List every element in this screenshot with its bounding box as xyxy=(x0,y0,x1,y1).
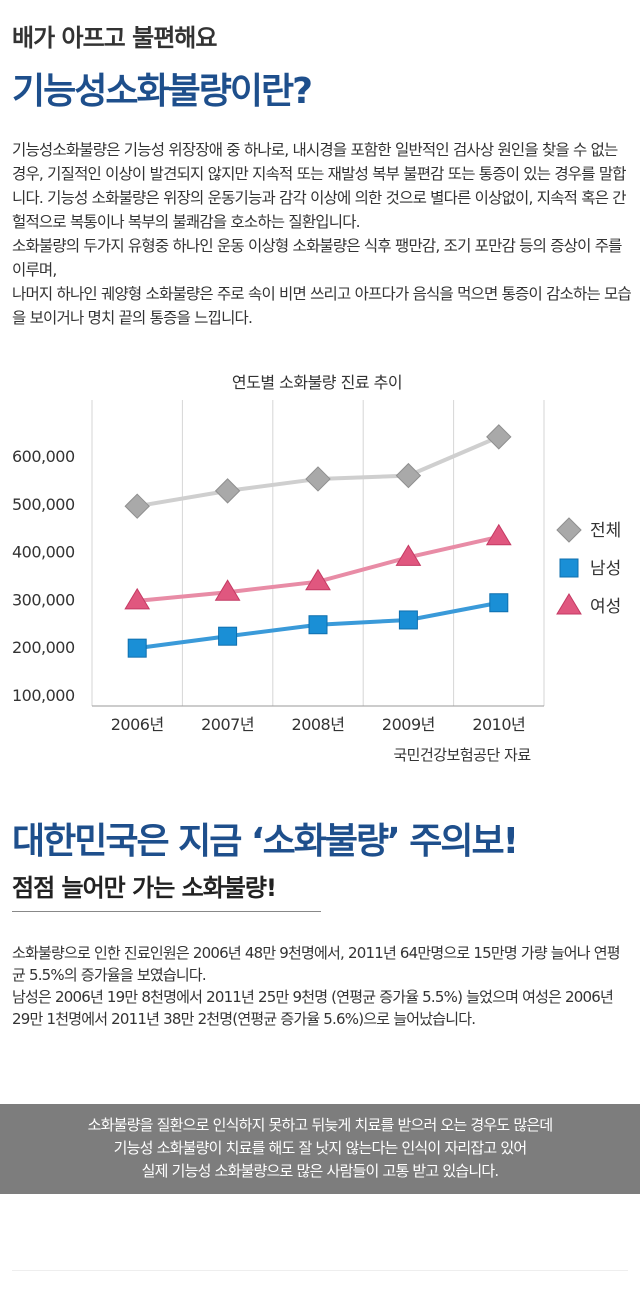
data-point xyxy=(395,544,422,566)
banner-line: 기능성 소화불량이 치료를 해도 잘 낫지 않는다는 인식이 자리잡고 있어 xyxy=(113,1139,528,1157)
y-tick-label: 500,000 xyxy=(12,495,75,514)
data-point xyxy=(214,579,241,601)
x-tick-label: 2006년 xyxy=(111,715,164,734)
data-point xyxy=(485,523,512,546)
section-title: 대한민국은 지금 ‘소화불량’ 주의보! xyxy=(12,821,519,862)
intro-paragraph: 기능성소화불량은 기능성 위장장애 중 하나로, 내시경을 포함한 일반적인 검… xyxy=(12,141,627,231)
line-chart: 연도별 소화불량 진료 추이 600,000 500,000 400,000 300,… xyxy=(12,373,621,764)
y-tick-label: 400,000 xyxy=(12,543,75,562)
intro-paragraph: 나머지 하나인 궤양형 소화불량은 주로 속이 비면 쓰리고 아프다가 음식을 … xyxy=(12,285,632,327)
page-title: 기능성소화불량이란? xyxy=(12,71,313,112)
legend-marker xyxy=(556,517,582,543)
section-subtitle: 배가 아프고 불편해요 xyxy=(12,24,217,52)
data-point xyxy=(395,462,422,489)
data-point xyxy=(218,626,238,646)
data-point xyxy=(124,493,150,519)
data-point xyxy=(398,610,418,630)
chart-source: 국민건강보험공단 자료 xyxy=(393,746,531,764)
data-point xyxy=(214,478,241,504)
data-point xyxy=(305,568,331,591)
data-point xyxy=(308,615,328,635)
data-point xyxy=(127,638,147,658)
x-tick-label: 2007년 xyxy=(201,715,254,734)
data-point xyxy=(305,466,331,492)
legend-label: 남성 xyxy=(590,559,621,579)
legend-label: 여성 xyxy=(590,597,621,617)
intro-paragraph: 소화불량의 두가지 유형중 하나인 운동 이상형 소화불량은 식후 팽만감, 조… xyxy=(12,237,622,279)
x-tick-label: 2009년 xyxy=(382,715,435,734)
intro-text: 기능성소화불량은 기능성 위장장애 중 하나로, 내시경을 포함한 일반적인 검… xyxy=(12,138,632,330)
chart-series xyxy=(124,424,512,658)
banner-line: 소화불량을 질환으로 인식하지 못하고 뒤늦게 치료를 받으러 오는 경우도 많… xyxy=(87,1116,554,1134)
y-tick-label: 300,000 xyxy=(12,590,75,609)
y-tick-label: 100,000 xyxy=(12,686,75,705)
chart-title: 연도별 소화불량 진료 추이 xyxy=(232,373,402,392)
chart-ticks: 600,000 500,000 400,000 300,000 200,000 100,0… xyxy=(12,447,526,734)
data-point xyxy=(486,424,512,450)
section-subheading: 점점 늘어만 가는 소화불량! xyxy=(12,874,277,902)
chart-grid xyxy=(91,400,545,707)
legend-marker xyxy=(559,558,579,578)
legend-marker xyxy=(556,593,582,615)
banner-line: 실제 기능성 소화불량으로 많은 사람들이 고통 받고 있습니다. xyxy=(141,1162,500,1180)
data-point xyxy=(124,587,151,610)
footer-divider xyxy=(12,1270,628,1271)
statistics-text: 소화불량으로 인한 진료인원은 2006년 48만 9천명에서, 2011년 6… xyxy=(12,942,632,1030)
statistics-paragraph: 남성은 2006년 19만 8천명에서 2011년 25만 9천명 (연평균 증… xyxy=(12,988,614,1028)
x-tick-label: 2010년 xyxy=(472,715,525,734)
divider xyxy=(12,911,321,912)
legend-label: 전체 xyxy=(590,521,621,541)
y-tick-label: 200,000 xyxy=(12,638,75,657)
data-point xyxy=(489,593,509,613)
y-tick-label: 600,000 xyxy=(12,447,75,466)
statistics-paragraph: 소화불량으로 인한 진료인원은 2006년 48만 9천명에서, 2011년 6… xyxy=(12,944,621,984)
x-tick-label: 2008년 xyxy=(292,715,345,734)
notice-banner: 소화불량을 질환으로 인식하지 못하고 뒤늦게 치료를 받으러 오는 경우도 많… xyxy=(0,1104,640,1194)
